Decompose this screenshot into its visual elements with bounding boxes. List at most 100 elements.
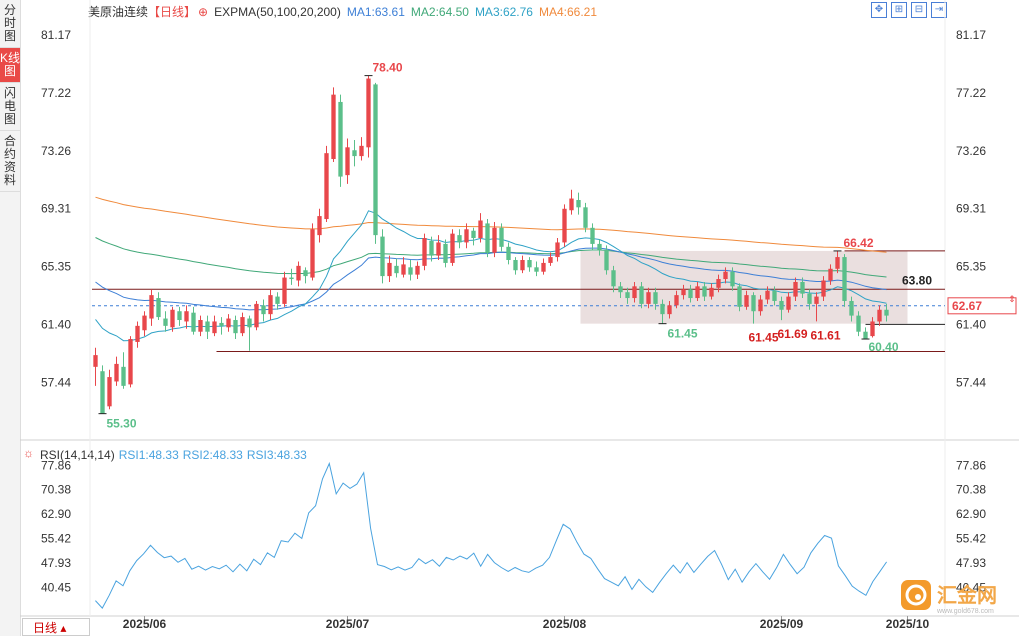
candle xyxy=(765,286,770,304)
candle-body xyxy=(135,325,140,342)
candle-body xyxy=(163,318,168,326)
candle xyxy=(821,276,826,301)
candle xyxy=(499,223,504,252)
candle xyxy=(310,223,315,281)
candle-body xyxy=(401,264,406,275)
candle xyxy=(709,283,714,300)
candle-body xyxy=(114,363,119,382)
candle-body xyxy=(485,223,490,253)
zoom-out-icon[interactable]: ⊟ xyxy=(911,2,927,18)
candle-body xyxy=(408,267,413,275)
candle-body xyxy=(688,289,693,299)
y-tick-left: 61.40 xyxy=(41,317,71,331)
period-selector[interactable]: 日线 ▴ xyxy=(22,618,90,636)
box-high-label: 66.42 xyxy=(844,236,874,250)
candle xyxy=(359,137,364,161)
rsi-line xyxy=(95,461,888,609)
tab-kline[interactable]: K线图 xyxy=(0,48,20,83)
candle xyxy=(156,292,161,320)
rsi3-value: RSI3:48.33 xyxy=(246,448,307,462)
indicator-name[interactable]: EXPMA(50,100,20,200) xyxy=(214,5,341,19)
candle-body xyxy=(786,296,791,310)
rsi-settings-icon[interactable]: ☼ xyxy=(23,446,34,460)
ma3-value: MA3:62.76 xyxy=(474,5,533,19)
candle-body xyxy=(380,236,385,277)
candle-body xyxy=(478,220,483,239)
candle-body xyxy=(233,320,238,334)
candle-body xyxy=(779,300,784,310)
scroll-right-icon[interactable]: ⇥ xyxy=(931,2,947,18)
candle xyxy=(331,87,336,162)
candle-body xyxy=(107,377,112,407)
candle xyxy=(380,229,385,284)
candle xyxy=(443,239,448,268)
candle xyxy=(478,213,483,243)
candle-body xyxy=(751,295,756,312)
rsi-y-tick-left: 55.42 xyxy=(41,532,71,546)
candle xyxy=(373,82,378,244)
y-tick-right: 61.40 xyxy=(956,317,986,331)
candle xyxy=(576,192,581,215)
tab-contract-info[interactable]: 合约资料 xyxy=(0,131,20,192)
candle-body xyxy=(128,339,133,385)
candle-body xyxy=(415,265,420,275)
candle xyxy=(611,265,616,293)
candle xyxy=(212,315,217,337)
rsi-y-tick-left: 40.45 xyxy=(41,581,71,595)
candle xyxy=(464,223,469,249)
candle-body xyxy=(247,318,252,328)
fit-icon[interactable]: ✥ xyxy=(871,2,887,18)
candle xyxy=(135,321,140,348)
candle xyxy=(471,227,476,246)
candle xyxy=(779,296,784,321)
candle xyxy=(457,229,462,249)
candle-body xyxy=(863,331,868,340)
candle-body xyxy=(527,260,532,268)
low-label-red-2: 61.69 xyxy=(778,327,808,341)
candle-body xyxy=(492,227,497,253)
candle-body xyxy=(429,240,434,256)
candle-body xyxy=(541,262,546,272)
candle-body xyxy=(121,366,126,386)
candle-body xyxy=(170,309,175,328)
ma2-line xyxy=(95,237,887,278)
rsi-y-tick-left: 62.90 xyxy=(41,507,71,521)
tab-timeshare[interactable]: 分时图 xyxy=(0,0,20,48)
candle xyxy=(219,317,224,335)
zoom-in-icon[interactable]: ⊞ xyxy=(891,2,907,18)
candle-body xyxy=(499,227,504,247)
rsi-name[interactable]: RSI(14,14,14) xyxy=(40,448,115,462)
candle xyxy=(863,327,868,340)
candle-body xyxy=(618,286,623,293)
candle-body xyxy=(513,260,518,271)
candle-body xyxy=(821,280,826,297)
candle xyxy=(548,252,553,266)
candle-body xyxy=(695,286,700,299)
candle-body xyxy=(289,277,294,280)
candle-body xyxy=(303,270,308,277)
candle xyxy=(366,75,371,158)
current-price-label: 62.67 xyxy=(952,299,982,313)
candle-body xyxy=(149,295,154,319)
candle xyxy=(541,258,546,275)
candle xyxy=(639,281,644,309)
candle xyxy=(177,306,182,326)
candle xyxy=(646,287,651,309)
candle-body xyxy=(583,207,588,228)
candle xyxy=(233,315,238,340)
candle xyxy=(870,317,875,338)
candle xyxy=(170,306,175,332)
settings-icon[interactable]: ⊕ xyxy=(198,5,209,19)
candle xyxy=(513,257,518,275)
candle xyxy=(450,229,455,266)
candle-body xyxy=(177,311,182,320)
candle-body xyxy=(716,279,721,288)
tab-flash[interactable]: 闪电图 xyxy=(0,83,20,131)
candle xyxy=(149,289,154,326)
instrument-title: 美原油连续 xyxy=(88,5,149,19)
candle-body xyxy=(562,208,567,243)
candle xyxy=(555,238,560,262)
period-tag: 【日线】 xyxy=(148,5,197,19)
candle xyxy=(275,292,280,310)
